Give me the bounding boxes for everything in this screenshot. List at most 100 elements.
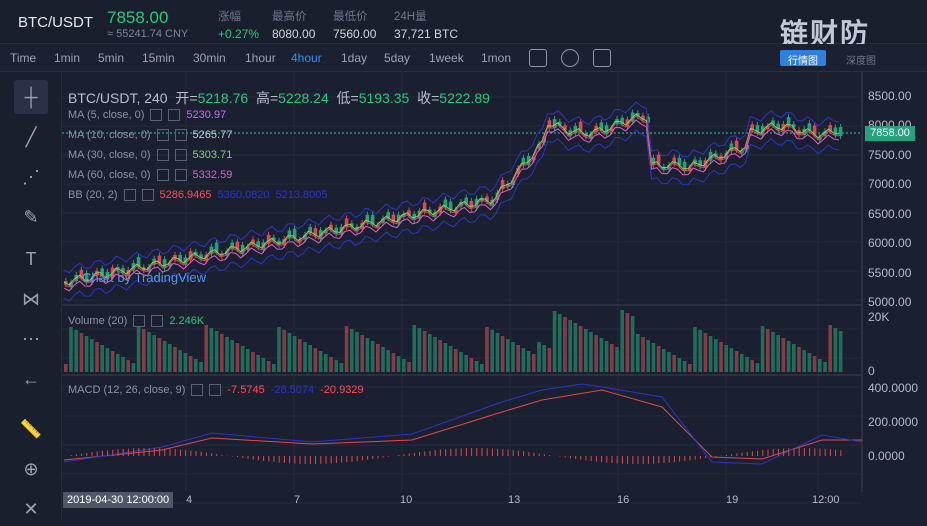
volume-bar <box>563 317 567 372</box>
bb-basis <box>63 115 839 288</box>
date-axis-label: 13 <box>508 494 521 506</box>
price-chart[interactable] <box>62 72 927 521</box>
settings-icon[interactable] <box>561 49 579 67</box>
low-label: 最低价 <box>333 11 368 23</box>
volume-bar <box>604 341 609 372</box>
ma30-legend[interactable]: MA (30, close, 0) 5303.71 <box>68 149 232 161</box>
volume-bar <box>641 337 645 372</box>
close-value-legend: 5222.89 <box>439 90 490 106</box>
candle <box>438 206 442 213</box>
pattern-icon[interactable]: ⋈ <box>22 288 40 309</box>
volume-bar <box>500 336 505 372</box>
ma10-legend[interactable]: MA (10, close, 0) 5265.77 <box>68 129 232 141</box>
volume-bar <box>105 348 110 372</box>
pair-title[interactable]: BTC/USDT <box>18 14 93 31</box>
ma5-value: 5230.97 <box>186 109 227 121</box>
price-axis-label: 6000.00 <box>868 236 912 250</box>
volume-bar <box>443 343 448 372</box>
tf-1day[interactable]: 1day <box>341 51 368 65</box>
candle <box>240 244 245 254</box>
candle <box>542 136 546 143</box>
volume-bar <box>308 345 312 372</box>
volume-bar <box>714 339 718 372</box>
candle <box>100 268 104 275</box>
volume-bar <box>833 328 838 372</box>
macd-legend[interactable]: MACD (12, 26, close, 9) -7.5745 -28.5074 -2… <box>68 384 364 396</box>
tf-30min[interactable]: 30min <box>193 51 226 65</box>
candle <box>578 121 583 131</box>
trendline-icon[interactable]: ╱ <box>25 126 37 147</box>
volume-bar <box>313 348 318 372</box>
candle <box>194 252 198 256</box>
volume-legend[interactable]: Volume (20) 2.246K <box>68 315 204 327</box>
symbol-interval: BTC/USDT, 240 <box>68 90 168 106</box>
ma5-legend[interactable]: MA (5, close, 0) 5230.97 <box>68 109 226 121</box>
fib-icon[interactable]: ⋰ <box>22 166 40 187</box>
ma10-label: MA (10, close, 0) <box>68 129 151 141</box>
volume-bar <box>292 336 297 372</box>
bb-lower <box>63 129 839 302</box>
candle <box>511 180 515 185</box>
fullscreen-icon[interactable] <box>593 49 611 67</box>
volume-bar <box>838 331 843 372</box>
candle <box>188 251 193 261</box>
measure-icon[interactable]: ⋯ <box>22 328 40 349</box>
tf-5day[interactable]: 5day <box>384 51 411 65</box>
tf-1hour[interactable]: 1hour <box>245 51 276 65</box>
text-icon[interactable]: T <box>25 248 37 269</box>
tab-chart[interactable]: 行情图 <box>780 50 826 67</box>
volume-bar <box>703 333 708 372</box>
candle <box>604 125 609 135</box>
crosshair-icon[interactable]: ┼ <box>14 80 48 114</box>
volume-bar <box>469 358 474 372</box>
tab-depth[interactable]: 深度图 <box>846 56 876 67</box>
tf-4hour[interactable]: 4hour <box>291 51 322 65</box>
volume-bar <box>495 333 500 372</box>
tradingview-watermark[interactable]: Chart by TradingView <box>82 270 206 285</box>
candle <box>750 124 754 131</box>
chart-type-icon[interactable] <box>529 49 547 67</box>
ma60-legend[interactable]: MA (60, close, 0) 5332.59 <box>68 169 232 181</box>
candle <box>506 183 510 187</box>
volume-bar <box>381 347 385 372</box>
date-axis-label: 7 <box>294 494 301 506</box>
candle <box>329 224 333 230</box>
candle <box>729 143 734 152</box>
tf-1week[interactable]: 1week <box>429 51 464 65</box>
ruler-icon[interactable]: 📏 <box>19 418 43 439</box>
change-value: +0.27% <box>218 27 260 41</box>
volume-axis-label: 20K <box>868 310 890 324</box>
volume-bar <box>344 326 349 372</box>
zoom-icon[interactable]: ⊕ <box>23 458 39 479</box>
tf-15min[interactable]: 15min <box>142 51 175 65</box>
volume-bar <box>199 362 203 372</box>
volume-bar <box>422 331 427 372</box>
tf-time[interactable]: Time <box>10 51 37 65</box>
candle <box>573 125 578 134</box>
volume-bar <box>251 352 255 372</box>
volume-bar <box>610 344 614 372</box>
volume-bar <box>407 362 411 372</box>
brush-icon[interactable]: ✎ <box>23 206 39 227</box>
volume-bar <box>110 351 115 372</box>
tf-1mon[interactable]: 1mon <box>481 51 512 65</box>
candle <box>563 125 567 130</box>
candle <box>459 201 463 207</box>
volume-bar <box>69 327 73 372</box>
bb-legend[interactable]: BB (20, 2) 5286.9465 5360.0820 5213.8005 <box>68 189 328 201</box>
back-arrow-icon[interactable]: ← <box>22 368 40 389</box>
tf-1min[interactable]: 1min <box>54 51 81 65</box>
volume-bar <box>578 326 583 372</box>
volume-bar <box>324 354 328 372</box>
candle <box>433 212 437 217</box>
volume-bar <box>594 335 598 372</box>
volume-bar <box>370 341 375 372</box>
candle <box>287 230 292 239</box>
candle <box>84 272 89 282</box>
collapse-icon[interactable]: ✕ <box>23 498 39 519</box>
candle <box>807 123 812 131</box>
volume-bar <box>630 316 635 372</box>
volume-bar <box>79 333 84 372</box>
tf-5min[interactable]: 5min <box>98 51 125 65</box>
candle <box>199 254 203 259</box>
